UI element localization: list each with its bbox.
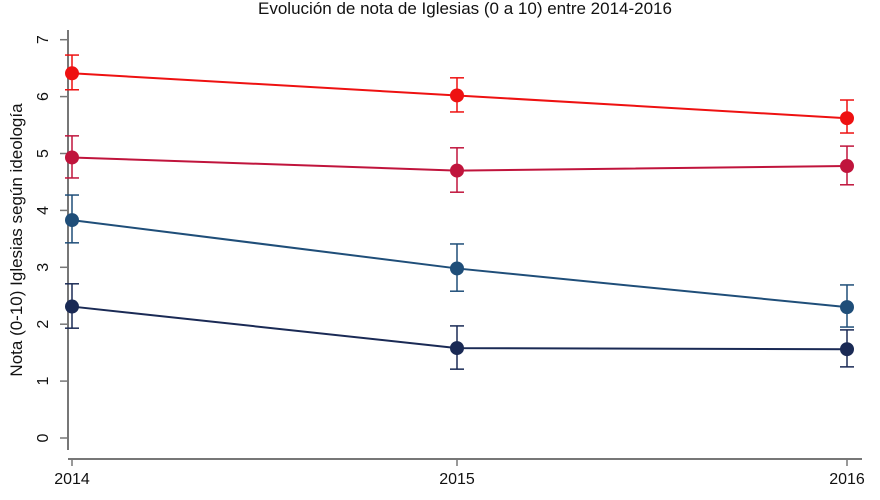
y-tick-label: 1 bbox=[35, 377, 52, 386]
data-point bbox=[840, 111, 854, 126]
data-point bbox=[65, 213, 79, 228]
x-tick-label: 2015 bbox=[439, 471, 475, 488]
data-point bbox=[450, 88, 464, 103]
series-series-4 bbox=[65, 283, 854, 370]
y-axis-label: Nota (0-10) Iglesias según ideología bbox=[7, 103, 26, 377]
data-point bbox=[450, 341, 464, 356]
series-series-2 bbox=[65, 135, 854, 193]
series-series-1 bbox=[65, 54, 854, 134]
series-series-3 bbox=[65, 194, 854, 328]
y-tick-label: 5 bbox=[35, 149, 52, 158]
y-tick-label: 2 bbox=[35, 320, 52, 329]
data-point bbox=[840, 159, 854, 174]
data-point bbox=[65, 66, 79, 81]
x-tick-label: 2014 bbox=[54, 471, 90, 488]
y-tick-label: 7 bbox=[35, 35, 52, 44]
y-tick-label: 0 bbox=[35, 433, 52, 442]
data-point bbox=[840, 342, 854, 357]
data-point bbox=[450, 163, 464, 178]
data-point bbox=[65, 150, 79, 165]
data-point bbox=[840, 300, 854, 315]
data-point bbox=[65, 299, 79, 314]
x-tick-label: 2016 bbox=[829, 471, 865, 488]
data-point bbox=[450, 261, 464, 276]
chart-title: Evolución de nota de Iglesias (0 a 10) e… bbox=[258, 0, 672, 18]
y-tick-label: 3 bbox=[35, 263, 52, 272]
y-tick-label: 4 bbox=[35, 206, 52, 215]
y-tick-label: 6 bbox=[35, 92, 52, 101]
